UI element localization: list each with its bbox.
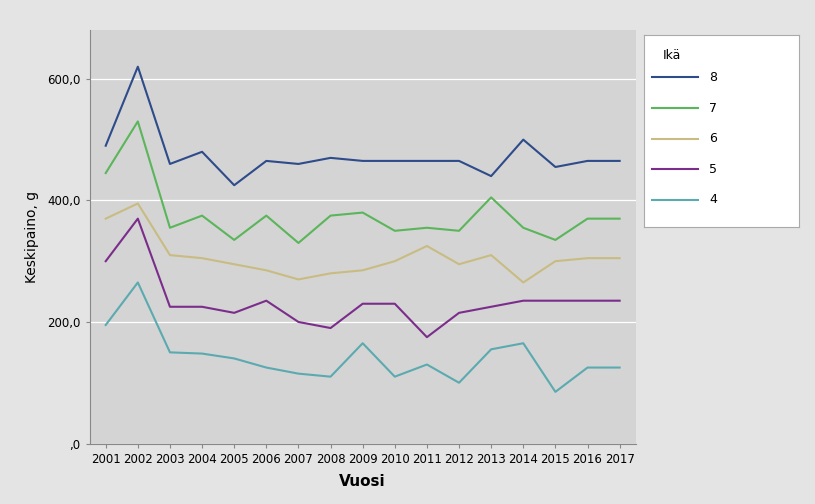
5 bbox=[518, 298, 528, 304]
5 bbox=[262, 298, 271, 304]
8 bbox=[615, 158, 624, 164]
8 bbox=[293, 161, 303, 167]
4 bbox=[550, 389, 560, 395]
6 bbox=[390, 258, 399, 264]
4 bbox=[518, 340, 528, 346]
5 bbox=[422, 334, 432, 340]
5 bbox=[487, 304, 496, 310]
6 bbox=[229, 261, 239, 267]
4 bbox=[197, 351, 207, 357]
4 bbox=[165, 349, 175, 355]
7 bbox=[229, 237, 239, 243]
7 bbox=[487, 195, 496, 201]
8 bbox=[422, 158, 432, 164]
8 bbox=[101, 143, 111, 149]
Text: 5: 5 bbox=[709, 163, 717, 176]
5 bbox=[326, 325, 336, 331]
6 bbox=[262, 267, 271, 273]
5 bbox=[197, 304, 207, 310]
Text: 7: 7 bbox=[709, 102, 717, 114]
Text: 4: 4 bbox=[709, 194, 716, 207]
8 bbox=[487, 173, 496, 179]
6 bbox=[293, 276, 303, 282]
Line: 7: 7 bbox=[106, 121, 619, 243]
4 bbox=[422, 361, 432, 367]
6 bbox=[454, 261, 464, 267]
4 bbox=[358, 340, 368, 346]
7 bbox=[293, 240, 303, 246]
7 bbox=[133, 118, 143, 124]
7 bbox=[101, 170, 111, 176]
8 bbox=[454, 158, 464, 164]
8 bbox=[229, 182, 239, 188]
6 bbox=[101, 216, 111, 222]
Text: 8: 8 bbox=[709, 71, 717, 84]
6 bbox=[326, 270, 336, 276]
4 bbox=[229, 355, 239, 361]
8 bbox=[326, 155, 336, 161]
4 bbox=[583, 364, 593, 370]
X-axis label: Vuosi: Vuosi bbox=[339, 474, 386, 489]
8 bbox=[197, 149, 207, 155]
8 bbox=[262, 158, 271, 164]
7 bbox=[390, 228, 399, 234]
5 bbox=[390, 301, 399, 307]
Y-axis label: Keskipaino, g: Keskipaino, g bbox=[25, 191, 39, 283]
5 bbox=[550, 298, 560, 304]
Line: 6: 6 bbox=[106, 204, 619, 282]
4 bbox=[262, 364, 271, 370]
6 bbox=[487, 252, 496, 258]
5 bbox=[583, 298, 593, 304]
Text: Ikä: Ikä bbox=[663, 49, 681, 61]
6 bbox=[550, 258, 560, 264]
4 bbox=[454, 380, 464, 386]
4 bbox=[326, 373, 336, 380]
8 bbox=[165, 161, 175, 167]
5 bbox=[101, 258, 111, 264]
4 bbox=[487, 346, 496, 352]
7 bbox=[326, 213, 336, 219]
8 bbox=[358, 158, 368, 164]
6 bbox=[615, 255, 624, 261]
8 bbox=[583, 158, 593, 164]
7 bbox=[422, 225, 432, 231]
4 bbox=[101, 322, 111, 328]
8 bbox=[133, 64, 143, 70]
5 bbox=[454, 310, 464, 316]
7 bbox=[550, 237, 560, 243]
5 bbox=[229, 310, 239, 316]
6 bbox=[422, 243, 432, 249]
6 bbox=[165, 252, 175, 258]
8 bbox=[518, 137, 528, 143]
5 bbox=[165, 304, 175, 310]
6 bbox=[358, 267, 368, 273]
7 bbox=[358, 210, 368, 216]
8 bbox=[390, 158, 399, 164]
7 bbox=[583, 216, 593, 222]
6 bbox=[197, 255, 207, 261]
7 bbox=[197, 213, 207, 219]
7 bbox=[454, 228, 464, 234]
4 bbox=[293, 370, 303, 376]
Line: 5: 5 bbox=[106, 219, 619, 337]
8 bbox=[550, 164, 560, 170]
Line: 4: 4 bbox=[106, 282, 619, 392]
Line: 8: 8 bbox=[106, 67, 619, 185]
5 bbox=[615, 298, 624, 304]
7 bbox=[518, 225, 528, 231]
5 bbox=[358, 301, 368, 307]
6 bbox=[133, 201, 143, 207]
6 bbox=[518, 279, 528, 285]
4 bbox=[133, 279, 143, 285]
6 bbox=[583, 255, 593, 261]
5 bbox=[133, 216, 143, 222]
4 bbox=[390, 373, 399, 380]
7 bbox=[262, 213, 271, 219]
Text: 6: 6 bbox=[709, 132, 716, 145]
7 bbox=[615, 216, 624, 222]
5 bbox=[293, 319, 303, 325]
7 bbox=[165, 225, 175, 231]
4 bbox=[615, 364, 624, 370]
